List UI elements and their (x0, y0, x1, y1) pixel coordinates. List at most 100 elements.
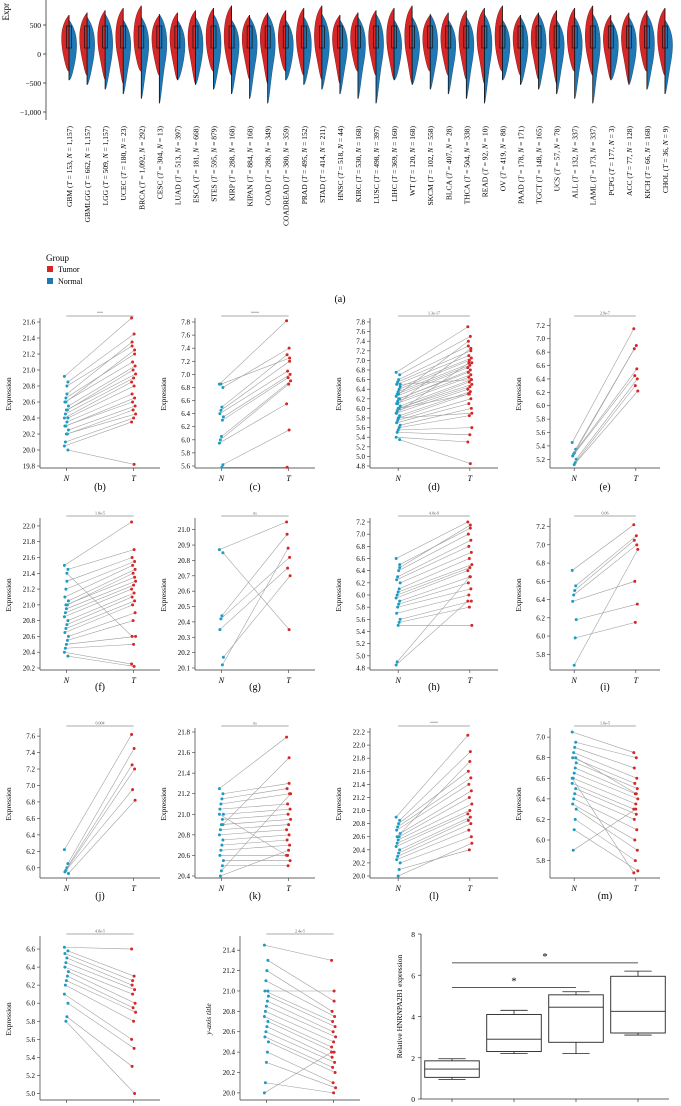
paired-line (221, 839, 288, 846)
tumor-point (467, 361, 471, 365)
paired-x-tick-label: N (571, 884, 578, 893)
paired-line (573, 798, 637, 830)
normal-point (218, 628, 222, 632)
violin-x-label-n-letter: N (173, 147, 182, 154)
paired-line (574, 793, 635, 820)
paired-x-tick-label: T (286, 474, 291, 483)
normal-point (65, 623, 69, 627)
paired-line (396, 376, 469, 404)
tumor-point (130, 344, 134, 348)
violin-x-label: LAML (T = 173, N = 337) (589, 126, 598, 206)
violin-x-label: SKCM (T = 102, N = 558) (426, 126, 435, 206)
violin-x-label-n: = 28) (444, 126, 453, 144)
violin-box (228, 25, 235, 49)
violin-tumor (187, 9, 196, 84)
normal-point (571, 802, 575, 806)
paired-line (268, 995, 336, 1027)
tumor-point (634, 812, 638, 816)
panel-label: (b) (94, 482, 106, 493)
paired-line (65, 561, 135, 590)
paired-line (396, 570, 468, 599)
normal-point (66, 654, 70, 658)
paired-y-tick-label: 21.4 (23, 570, 36, 578)
tumor-point (130, 340, 134, 344)
paired-line (398, 393, 469, 419)
paired-line (220, 361, 290, 411)
paired-x-tick-label: T (286, 884, 291, 893)
paired-line (398, 803, 472, 841)
violin-x-label-n: = 292) (137, 126, 146, 148)
tumor-point (468, 759, 472, 763)
violin-normal (610, 19, 619, 81)
paired-line (399, 606, 470, 623)
tumor-point (635, 776, 639, 780)
tumor-point (131, 571, 135, 575)
normal-point (397, 822, 401, 826)
tumor-point (288, 555, 292, 559)
normal-point (395, 411, 399, 415)
violin-tumor (440, 12, 449, 76)
violin-x-label-t-prefix: ( (553, 172, 562, 177)
paired-line (67, 1002, 135, 1049)
significance-label: ns (253, 721, 257, 726)
paired-line (221, 534, 288, 616)
paired-line (67, 385, 135, 419)
paired-line (396, 403, 469, 424)
normal-point (217, 441, 221, 445)
violin-x-label-n: = 349) (264, 126, 273, 148)
normal-point (221, 812, 225, 816)
paired-line (397, 777, 471, 828)
violin-normal (249, 16, 258, 99)
normal-point (66, 380, 70, 384)
tumor-point (332, 1091, 336, 1095)
normal-point (65, 638, 69, 642)
violin-tumor (494, 5, 503, 72)
normal-point (220, 817, 224, 821)
violin-x-label-name: UCEC (119, 181, 128, 201)
tumor-point (470, 361, 474, 365)
violin-x-label-n: = 668) (191, 126, 200, 148)
paired-y-tick-label: 6.0 (356, 405, 365, 413)
tumor-point (132, 332, 136, 336)
normal-point (62, 374, 66, 378)
violin-x-label-n: = 168) (643, 126, 652, 148)
paired-line (397, 364, 470, 395)
violin-x-label-name: CHOL (661, 172, 670, 193)
violin-x-label-t: = 419 (498, 153, 507, 172)
violin-tumor (61, 14, 70, 72)
normal-point (572, 593, 576, 597)
violin-normal (538, 13, 547, 90)
tumor-point (132, 1019, 136, 1023)
normal-point (265, 969, 269, 973)
violin-x-label-name: PRAD (300, 184, 309, 205)
paired-line (64, 789, 133, 873)
tumor-point (289, 379, 293, 383)
violin-x-label-t: = 153 (65, 162, 74, 181)
tumor-point (130, 662, 134, 666)
paired-y-tick-label: 6.0 (26, 1000, 35, 1008)
normal-point (220, 663, 224, 667)
paired-y-tick-label: 6.2 (356, 395, 365, 403)
tumor-point (636, 547, 640, 551)
violin-x-label-name: PAAD (517, 184, 526, 204)
paired-y-tick-label: 20.2 (23, 431, 36, 439)
paired-y-tick-label: 20.0 (223, 1089, 236, 1097)
paired-line (66, 957, 133, 986)
violin-x-label-sep: , (65, 158, 74, 162)
violin-x-label-n: = 558) (426, 126, 435, 148)
violin-tumor (278, 9, 286, 72)
paired-line (220, 383, 289, 441)
normal-point (218, 828, 222, 832)
tumor-point (468, 566, 472, 570)
normal-point (397, 867, 401, 871)
tumor-point (469, 776, 473, 780)
paired-line (222, 552, 290, 630)
violin-x-label-n-letter: N (119, 143, 128, 150)
tumor-point (466, 599, 470, 603)
paired-panel-b: 21.6 21.4 21.2 21.0 20.8 20.6 20.4 20.2 20.0 19.8… (4, 311, 160, 493)
tumor-point (466, 769, 470, 773)
paired-line (67, 369, 134, 411)
paired-y-tick-label: 20.6 (178, 588, 191, 596)
violin-x-label-n: = 359) (282, 126, 291, 148)
normal-point (394, 394, 398, 398)
